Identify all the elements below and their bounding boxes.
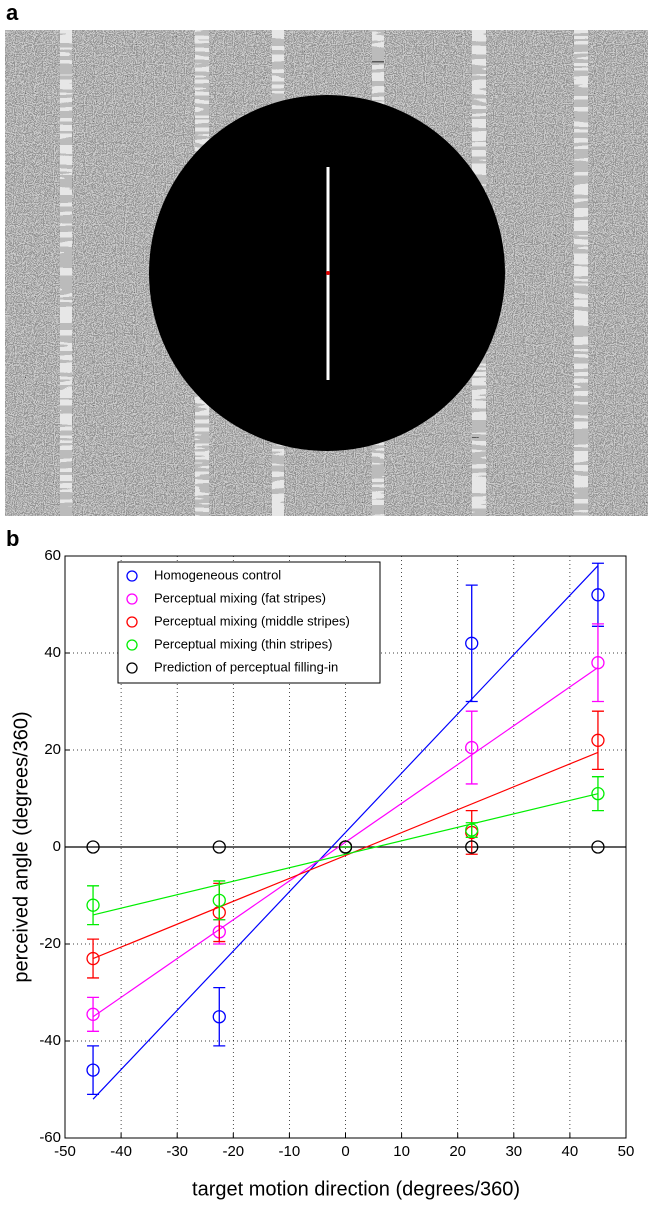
x-axis-title: target motion direction (degrees/360) [192,1178,520,1200]
y-tick-label: 0 [53,838,61,855]
x-tick-label: -30 [166,1143,188,1160]
x-tick-label: 30 [505,1143,522,1160]
stripe [60,30,72,516]
x-tick-label: 40 [562,1143,579,1160]
y-tick-label: -40 [39,1032,61,1049]
fixation-point [326,271,330,275]
panel-label: a [6,0,19,25]
stimulus-image [5,30,648,516]
x-tick-label: -40 [110,1143,132,1160]
y-tick-label: -60 [39,1129,61,1146]
legend-label: Perceptual mixing (middle stripes) [154,613,350,628]
x-tick-label: 10 [393,1143,410,1160]
x-tick-label: 0 [341,1143,349,1160]
legend-label: Perceptual mixing (fat stripes) [154,590,326,605]
stripe [574,30,588,516]
legend-label: Prediction of perceptual filling-in [154,659,338,674]
y-tick-label: 20 [44,741,61,758]
figure: a b target motion direction (degrees/360) p… [0,0,648,1207]
x-tick-label: -20 [222,1143,244,1160]
x-tick-label: 20 [449,1143,466,1160]
y-tick-label: 60 [44,547,61,564]
y-axis-title: perceived angle (degrees/360) [10,711,32,982]
x-tick-label: 50 [618,1143,635,1160]
legend-label: Homogeneous control [154,567,281,582]
y-tick-label: 40 [44,644,61,661]
panel-label: b [6,526,19,551]
x-tick-label: -10 [279,1143,301,1160]
y-tick-label: -20 [39,935,61,952]
legend-label: Perceptual mixing (thin stripes) [154,636,332,651]
